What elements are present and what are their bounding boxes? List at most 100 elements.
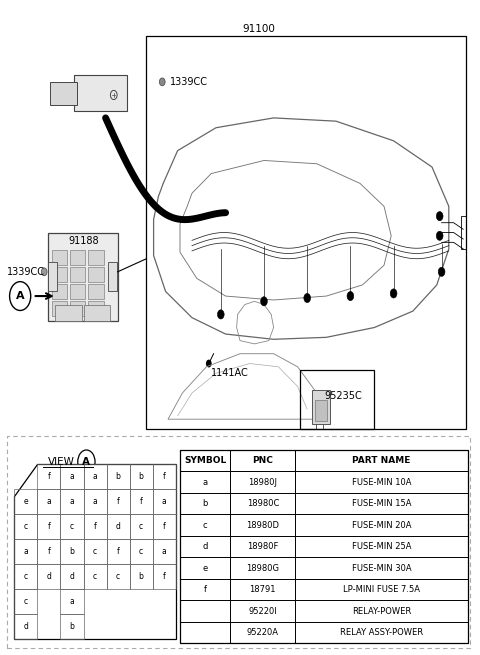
Polygon shape (88, 250, 104, 265)
Polygon shape (55, 305, 82, 321)
Text: b: b (139, 472, 144, 481)
Text: a: a (203, 477, 208, 487)
Text: SYMBOL: SYMBOL (184, 457, 227, 465)
Circle shape (438, 267, 445, 276)
Polygon shape (48, 262, 57, 291)
Text: c: c (93, 572, 97, 581)
Text: a: a (162, 547, 167, 556)
Text: A: A (16, 291, 24, 301)
Polygon shape (50, 82, 77, 105)
Text: f: f (163, 522, 166, 531)
Circle shape (304, 293, 311, 303)
Text: e: e (203, 563, 208, 572)
Polygon shape (70, 250, 85, 265)
Text: b: b (116, 472, 120, 481)
Text: 1141AC: 1141AC (211, 368, 249, 379)
Circle shape (206, 360, 212, 367)
Text: 18980D: 18980D (246, 521, 279, 530)
Polygon shape (88, 284, 104, 299)
Text: a: a (162, 497, 167, 506)
Text: FUSE-MIN 10A: FUSE-MIN 10A (352, 477, 411, 487)
Circle shape (390, 289, 397, 298)
Text: c: c (116, 572, 120, 581)
Text: c: c (70, 522, 74, 531)
Polygon shape (315, 400, 327, 421)
Circle shape (436, 231, 443, 240)
Text: f: f (140, 497, 143, 506)
Text: RELAY ASSY-POWER: RELAY ASSY-POWER (340, 628, 423, 637)
Text: c: c (139, 547, 143, 556)
Text: e: e (24, 497, 28, 506)
Circle shape (217, 310, 224, 319)
Text: FUSE-MIN 30A: FUSE-MIN 30A (352, 563, 411, 572)
Text: f: f (48, 522, 50, 531)
Text: d: d (116, 522, 120, 531)
Polygon shape (88, 267, 104, 282)
Polygon shape (70, 284, 85, 299)
Text: FUSE-MIN 20A: FUSE-MIN 20A (352, 521, 411, 530)
Text: 18980G: 18980G (246, 563, 279, 572)
Text: b: b (70, 622, 74, 631)
Text: FUSE-MIN 15A: FUSE-MIN 15A (352, 499, 411, 508)
Text: 18980J: 18980J (248, 477, 277, 487)
Text: d: d (70, 572, 74, 581)
Text: A: A (83, 457, 90, 467)
Text: RELAY-POWER: RELAY-POWER (352, 607, 411, 616)
Polygon shape (14, 464, 176, 639)
Polygon shape (52, 267, 67, 282)
Polygon shape (84, 305, 110, 321)
Circle shape (41, 268, 47, 276)
Text: FUSE-MIN 25A: FUSE-MIN 25A (352, 542, 411, 551)
Text: a: a (70, 597, 74, 606)
Text: f: f (94, 522, 96, 531)
Text: c: c (24, 597, 28, 606)
Polygon shape (88, 301, 104, 316)
Circle shape (261, 297, 267, 306)
Text: 18980C: 18980C (247, 499, 279, 508)
Text: a: a (47, 497, 51, 506)
Text: d: d (203, 542, 208, 551)
Text: 95235C: 95235C (324, 391, 362, 402)
Text: c: c (24, 522, 28, 531)
Polygon shape (70, 267, 85, 282)
Text: c: c (93, 547, 97, 556)
Text: f: f (117, 497, 120, 506)
Text: 95220A: 95220A (247, 628, 279, 637)
Text: f: f (48, 472, 50, 481)
Circle shape (347, 291, 354, 301)
Text: 18791: 18791 (250, 585, 276, 594)
Text: b: b (139, 572, 144, 581)
Text: a: a (24, 547, 28, 556)
Text: f: f (48, 547, 50, 556)
Text: 1339CC: 1339CC (170, 77, 208, 87)
Polygon shape (48, 233, 118, 321)
Text: f: f (163, 472, 166, 481)
Text: c: c (24, 572, 28, 581)
Text: LP-MINI FUSE 7.5A: LP-MINI FUSE 7.5A (343, 585, 420, 594)
Text: c: c (139, 522, 143, 531)
Polygon shape (74, 75, 127, 111)
Text: a: a (93, 472, 97, 481)
Text: 91100: 91100 (243, 24, 276, 35)
Text: d: d (47, 572, 51, 581)
Text: 95220I: 95220I (249, 607, 277, 616)
Text: 91188: 91188 (69, 236, 99, 246)
Text: d: d (24, 622, 28, 631)
Text: b: b (70, 547, 74, 556)
Text: 1339CC: 1339CC (7, 267, 46, 277)
Circle shape (159, 78, 165, 86)
Text: c: c (203, 521, 207, 530)
Circle shape (436, 212, 443, 221)
Text: f: f (117, 547, 120, 556)
Text: a: a (70, 497, 74, 506)
Text: a: a (93, 497, 97, 506)
Polygon shape (52, 301, 67, 316)
Polygon shape (312, 390, 330, 424)
Text: PART NAME: PART NAME (352, 457, 411, 465)
Text: PNC: PNC (252, 457, 273, 465)
Text: a: a (70, 472, 74, 481)
Text: b: b (203, 499, 208, 508)
Text: f: f (163, 572, 166, 581)
Text: VIEW: VIEW (48, 457, 74, 467)
Text: f: f (204, 585, 207, 594)
